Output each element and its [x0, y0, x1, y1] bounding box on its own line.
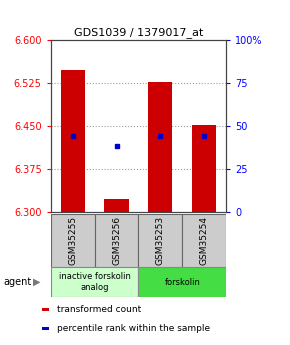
Bar — [42, 327, 49, 330]
Text: GSM35255: GSM35255 — [68, 216, 77, 265]
Bar — [42, 308, 49, 310]
Bar — [95, 214, 139, 267]
Bar — [182, 214, 226, 267]
Text: forskolin: forskolin — [164, 277, 200, 287]
Bar — [51, 267, 139, 297]
Bar — [104, 199, 128, 212]
Text: GSM35253: GSM35253 — [156, 216, 165, 265]
Bar — [51, 214, 95, 267]
Text: percentile rank within the sample: percentile rank within the sample — [57, 324, 210, 333]
Bar — [192, 125, 216, 212]
Title: GDS1039 / 1379017_at: GDS1039 / 1379017_at — [74, 28, 203, 38]
Text: GSM35256: GSM35256 — [112, 216, 121, 265]
Bar — [148, 82, 173, 212]
Text: inactive forskolin
analog: inactive forskolin analog — [59, 272, 130, 292]
Bar — [61, 70, 85, 212]
Bar — [139, 267, 226, 297]
Text: ▶: ▶ — [33, 277, 41, 287]
Text: GSM35254: GSM35254 — [200, 216, 209, 265]
Text: transformed count: transformed count — [57, 305, 141, 314]
Text: agent: agent — [3, 277, 31, 287]
Bar — [139, 214, 182, 267]
